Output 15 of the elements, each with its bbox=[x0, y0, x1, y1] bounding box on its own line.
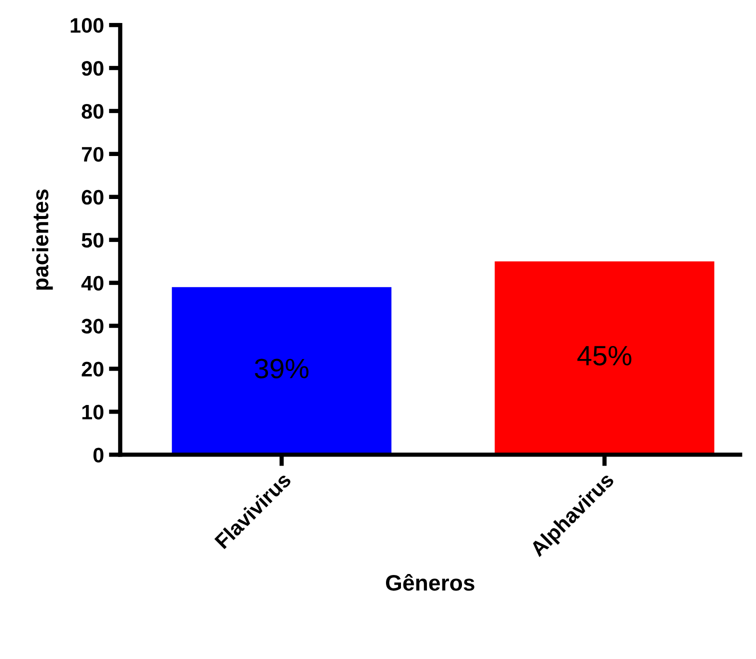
y-axis-title: pacientes bbox=[32, 190, 53, 290]
y-tick-label: 10 bbox=[82, 404, 104, 420]
data-label: 39% bbox=[254, 358, 308, 378]
y-tick-label: 30 bbox=[82, 318, 104, 334]
y-tick-label: 100 bbox=[70, 18, 104, 33]
y-tick-label: 80 bbox=[82, 104, 104, 119]
y-tick-label: 0 bbox=[93, 448, 104, 462]
y-tick-label: 90 bbox=[82, 61, 104, 76]
x-axis-title: Gêneros bbox=[386, 574, 474, 591]
y-tick-label: 20 bbox=[82, 362, 104, 377]
data-label: 45% bbox=[577, 346, 632, 366]
y-tick-label: 40 bbox=[81, 276, 104, 291]
y-tick-label: 50 bbox=[82, 232, 104, 248]
y-tick-label: 60 bbox=[82, 190, 104, 205]
y-tick-label: 70 bbox=[82, 146, 104, 162]
